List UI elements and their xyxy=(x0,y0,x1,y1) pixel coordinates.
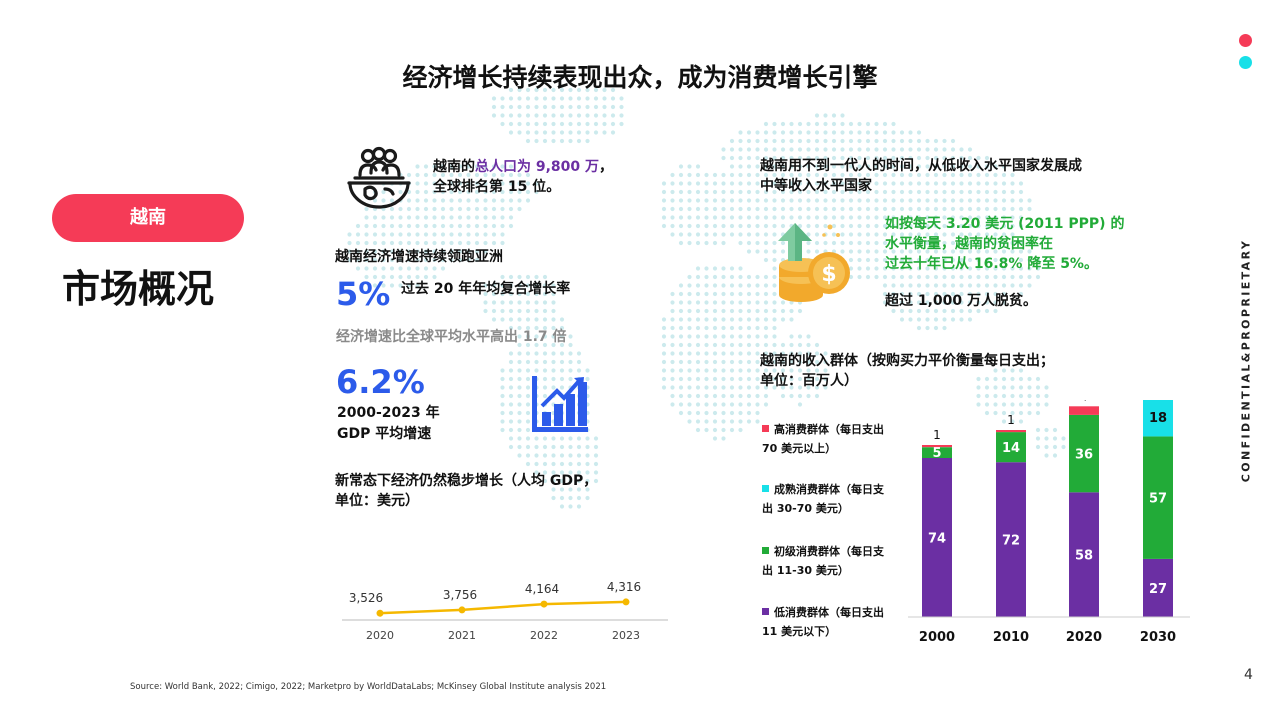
population-text: 越南的总人口为 9,800 万， 全球排名第 15 位。 xyxy=(433,159,614,195)
income-data-label: 27 xyxy=(1149,582,1167,597)
income-bar-segment xyxy=(1143,436,1173,559)
income-bar-segment xyxy=(1069,414,1099,493)
income-x-tick-label: 2010 xyxy=(993,630,1029,645)
legend-item: 低消费群体（每日支出 11 美元以下） xyxy=(762,606,884,638)
income-chart-heading: 越南的收入群体（按购买力平价衡量每日支出； 单位：百万人） xyxy=(760,353,1054,389)
income-bar-segment xyxy=(922,447,952,458)
income-x-tick-label: 2030 xyxy=(1140,630,1176,645)
poverty-result-text: 超过 1,000 万人脱贫。 xyxy=(885,293,1038,309)
bar-growth-icon xyxy=(532,376,588,432)
gdp-chart-heading: 新常态下经济仍然稳步增长（人均 GDP， 单位：美元） xyxy=(335,473,598,509)
gdp-line xyxy=(379,600,627,615)
page-title: 经济增长持续表现出众，成为消费增长引擎 xyxy=(402,63,878,92)
legend-swatch xyxy=(762,547,769,554)
income-data-label: 14 xyxy=(1002,441,1020,456)
legend-swatch xyxy=(762,485,769,492)
income-bar-segment xyxy=(1143,400,1173,437)
legend-item: 初级消费群体（每日支出 11-30 美元） xyxy=(762,545,884,577)
cyan-dot-icon xyxy=(1239,56,1252,69)
income-data-label: 74 xyxy=(928,531,946,546)
income-bar-segment xyxy=(1069,492,1099,617)
legend-swatch xyxy=(762,608,769,615)
gdp-x-tick-label: 2022 xyxy=(530,629,558,642)
gdp-growth-value: 6.2% xyxy=(336,363,425,401)
poverty-heading: 越南用不到一代人的时间，从低收入水平国家发展成 中等收入水平国家 xyxy=(760,158,1082,194)
gdp-growth-label: GDP 平均增速 xyxy=(337,426,432,442)
income-bar-segment xyxy=(922,445,952,448)
income-bar-segment xyxy=(922,457,952,617)
gdp-point xyxy=(622,598,630,606)
income-bar-segment xyxy=(996,432,1026,463)
growth-heading: 越南经济增速持续领跑亚洲 xyxy=(335,249,503,265)
country-pill: 越南 xyxy=(52,194,244,242)
red-dot-icon xyxy=(1239,34,1252,47)
income-bar-segment xyxy=(996,430,1026,433)
poverty-measure-text: 如按每天 3.20 美元 (2011 PPP) 的 水平衡量，越南的贫困率在 过… xyxy=(885,216,1125,272)
cagr-value: 5% xyxy=(336,275,391,313)
money-growth-icon: $ xyxy=(778,223,850,302)
income-x-tick-label: 2020 xyxy=(1066,630,1102,645)
legend-item: 成熟消费群体（每日支出 30-70 美元） xyxy=(762,483,884,515)
income-bar-segment xyxy=(1143,558,1173,617)
source-note: Source: World Bank, 2022; Cimigo, 2022; … xyxy=(130,682,607,692)
income-x-tick-label: 2000 xyxy=(919,630,955,645)
income-data-label: 36 xyxy=(1075,448,1093,463)
income-data-label: 5 xyxy=(932,446,941,461)
income-data-label: 72 xyxy=(1002,534,1020,549)
gdp-data-label: 4,164 xyxy=(525,582,559,596)
income-bar-segment xyxy=(1069,406,1099,415)
page-number: 4 xyxy=(1244,667,1253,683)
income-data-label: 4 xyxy=(1080,400,1088,403)
income-data-label: 1 xyxy=(933,428,941,442)
gdp-point xyxy=(458,606,466,614)
growth-comparison-note: 经济增速比全球平均水平高出 1.7 倍 xyxy=(336,329,567,345)
gdp-data-label: 3,526 xyxy=(349,591,383,605)
confidential-label: CONFIDENTIAL&PROPRIETARY xyxy=(1239,238,1253,483)
gdp-x-tick-label: 2020 xyxy=(366,629,394,642)
income-data-label: 58 xyxy=(1075,549,1093,564)
cagr-label: 过去 20 年年均复合增长率 xyxy=(401,281,571,297)
population-globe-icon xyxy=(347,146,411,209)
income-data-label: 57 xyxy=(1149,492,1167,507)
gdp-growth-period: 2000-2023 年 xyxy=(337,405,440,421)
gdp-data-label: 4,316 xyxy=(607,580,641,594)
svg-text:$: $ xyxy=(821,262,836,287)
gdp-data-label: 3,756 xyxy=(443,588,477,602)
income-data-label: 18 xyxy=(1149,411,1167,426)
legend-item: 高消费群体（每日支出 70 美元以上） xyxy=(762,423,884,455)
gdp-point xyxy=(376,609,384,617)
gdp-x-tick-label: 2023 xyxy=(612,629,640,642)
income-bar-segment xyxy=(996,462,1026,617)
income-data-label: 1 xyxy=(1007,413,1015,427)
section-heading: 市场概况 xyxy=(62,267,215,311)
gdp-point xyxy=(540,600,548,608)
gdp-x-tick-label: 2021 xyxy=(448,629,476,642)
legend-swatch xyxy=(762,425,769,432)
gdp-line-chart: 3,526 3,756 4,164 4,316 2020 2021 2022 2023 xyxy=(342,580,668,642)
income-stacked-bar-chart: 7451200072141201058364202027571822030 xyxy=(908,400,1190,645)
